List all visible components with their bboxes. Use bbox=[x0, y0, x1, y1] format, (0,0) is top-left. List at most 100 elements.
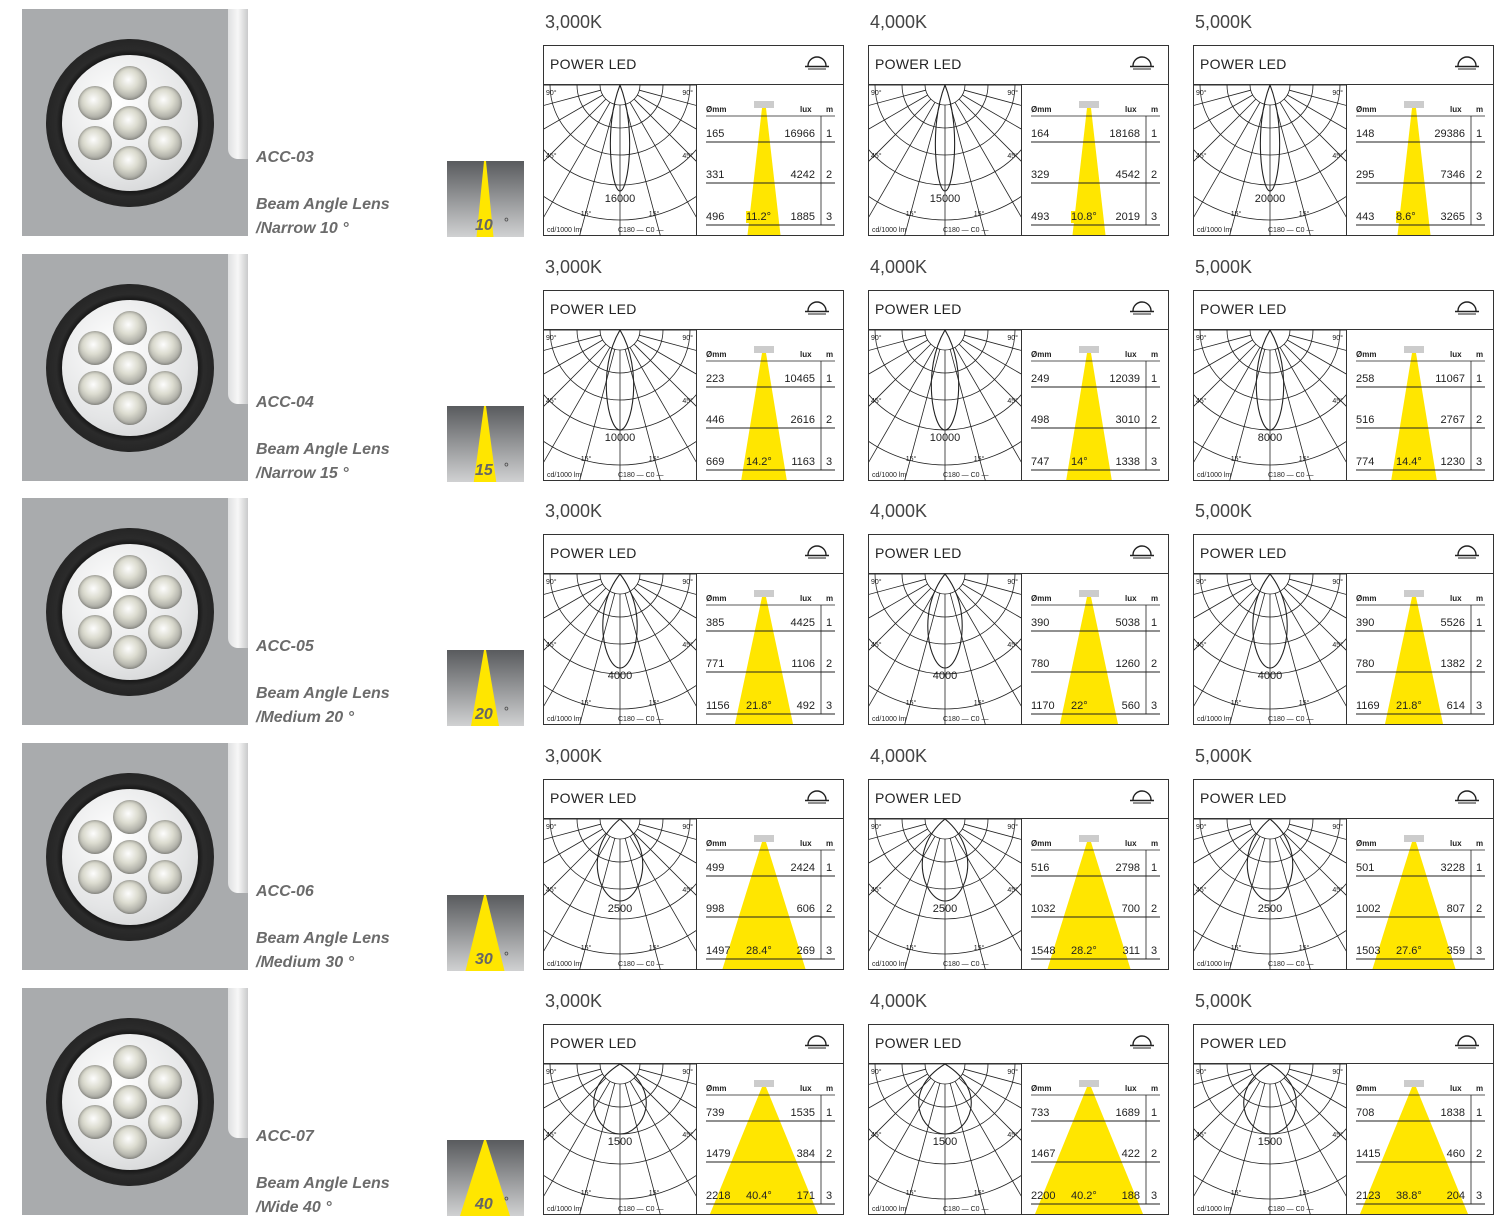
cone-graphic bbox=[1031, 835, 1160, 969]
card-title: POWER LED bbox=[550, 301, 637, 317]
polar-spoke bbox=[869, 1077, 932, 1141]
angle-label-45-left: 45° bbox=[1196, 641, 1207, 649]
angle-label-15-right: 15° bbox=[1299, 699, 1310, 707]
polar-ring bbox=[599, 330, 641, 351]
polar-spoke bbox=[1194, 347, 1261, 463]
lens-line-1: Beam Angle Lens bbox=[256, 685, 390, 702]
polar-spoke bbox=[1279, 347, 1346, 463]
beam-badge-cone bbox=[473, 406, 497, 482]
header-diameter: Ømm bbox=[1031, 594, 1052, 603]
angle-label-90-right: 90° bbox=[682, 578, 693, 586]
distance-value: 3 bbox=[1476, 211, 1483, 223]
lux-value: 1885 bbox=[790, 211, 815, 223]
polar-spoke bbox=[962, 94, 1021, 130]
card-divider bbox=[544, 1063, 843, 1064]
unit-label: cd/1000 lm bbox=[547, 961, 582, 968]
dome-fixture-icon bbox=[1130, 301, 1154, 315]
polar-spoke bbox=[962, 583, 1021, 619]
lux-value: 1689 bbox=[1115, 1107, 1140, 1119]
unit-label: cd/1000 lm bbox=[872, 961, 907, 968]
polar-ring bbox=[869, 149, 1021, 186]
lens-line-2: /Medium 30 ° bbox=[256, 954, 354, 971]
header-diameter: Ømm bbox=[706, 105, 727, 114]
header-diameter: Ømm bbox=[1356, 1084, 1377, 1093]
beam-degree-symbol: ° bbox=[504, 215, 509, 229]
polar-spoke bbox=[544, 343, 607, 407]
polar-spoke bbox=[869, 1073, 928, 1109]
polar-spoke bbox=[958, 1077, 1021, 1141]
polar-ring bbox=[1194, 638, 1346, 675]
c-plane-legend: C180 — C0 — bbox=[1268, 1206, 1314, 1213]
light-cone bbox=[1360, 1087, 1468, 1214]
polar-diagram: 90° 90° 45° 45° 15° 15° 8000 cd/1000 lm C180 — C… bbox=[1194, 330, 1347, 481]
unit-label: cd/1000 lm bbox=[1197, 961, 1232, 968]
polar-grid: 90° 90° 45° 45° 15° 15° bbox=[544, 85, 697, 236]
led-lens bbox=[113, 391, 147, 425]
card-title: POWER LED bbox=[550, 790, 637, 806]
lux-value: 18168 bbox=[1109, 128, 1140, 140]
angle-label-15-left: 15° bbox=[581, 699, 592, 707]
illuminance-table: Ømm lux m 164 18168 1 329 4542 2 493 2019 3 10.8° bbox=[1022, 85, 1168, 236]
polar-ring bbox=[1194, 85, 1347, 236]
polar-ring bbox=[544, 85, 697, 236]
beam-badge-cone bbox=[465, 895, 505, 971]
mounting-arm bbox=[228, 498, 248, 648]
color-temperature-label: 4,000K bbox=[870, 257, 928, 277]
card-divider bbox=[1194, 84, 1493, 85]
header-diameter: Ømm bbox=[1031, 105, 1052, 114]
polar-spoke bbox=[1194, 832, 1257, 896]
polar-spoke bbox=[1279, 102, 1346, 218]
card-title: POWER LED bbox=[875, 545, 962, 561]
polar-diagram: 90° 90° 45° 45° 15° 15° 4000 cd/1000 lm C180 — C… bbox=[544, 574, 697, 725]
polar-ring bbox=[924, 85, 966, 106]
lux-value: 700 bbox=[1121, 903, 1140, 915]
diameter-value: 249 bbox=[1031, 373, 1050, 385]
angle-label-15-right: 15° bbox=[649, 699, 660, 707]
angle-label-15-left: 15° bbox=[1231, 455, 1242, 463]
distance-value: 1 bbox=[1476, 617, 1483, 629]
distance-value: 3 bbox=[1151, 211, 1158, 223]
beam-angle-number: 10 bbox=[475, 217, 493, 234]
led-lens bbox=[78, 126, 113, 160]
led-lens bbox=[78, 615, 113, 649]
header-meters: m bbox=[1151, 1084, 1159, 1093]
photometric-card: POWER LED 90° 90° 45° 45° 15° 15° 20000 cd/1000 … bbox=[1193, 45, 1494, 236]
header-meters: m bbox=[826, 594, 834, 603]
unit-label: cd/1000 lm bbox=[547, 227, 582, 234]
header-lux: lux bbox=[1125, 839, 1137, 848]
led-lens bbox=[147, 860, 182, 894]
header-lux: lux bbox=[1125, 105, 1137, 114]
polar-spoke bbox=[964, 334, 1021, 351]
polar-spoke bbox=[544, 94, 603, 130]
polar-ring bbox=[924, 574, 966, 595]
model-number: ACC-03 bbox=[256, 149, 314, 166]
polar-spoke bbox=[633, 832, 696, 896]
lux-value: 10465 bbox=[784, 373, 815, 385]
card-divider bbox=[869, 573, 1168, 574]
header-meters: m bbox=[826, 1084, 834, 1093]
distance-value: 1 bbox=[826, 373, 833, 385]
diameter-value: 1002 bbox=[1356, 903, 1381, 915]
c-plane-legend: C180 — C0 — bbox=[943, 472, 989, 479]
cone-graphic bbox=[706, 835, 835, 969]
polar-spoke bbox=[1274, 104, 1311, 236]
product-row-acc-06: ACC-06 Beam Angle Lens/Medium 30 ° 30 ° 3,00… bbox=[0, 734, 1504, 979]
led-lens bbox=[78, 86, 113, 120]
fixture-marker bbox=[1404, 1080, 1424, 1087]
c-plane-legend: C180 — C0 — bbox=[618, 1206, 664, 1213]
intensity-curve bbox=[1243, 1064, 1297, 1135]
polar-spoke bbox=[1194, 1068, 1251, 1085]
polar-grid: 90° 90° 45° 45° 15° 15° bbox=[1194, 330, 1346, 481]
polar-spoke bbox=[1283, 832, 1346, 896]
color-temperature-label: 3,000K bbox=[545, 501, 603, 521]
fixture-photo bbox=[22, 743, 248, 970]
angle-label-15-left: 15° bbox=[1231, 944, 1242, 952]
header-meters: m bbox=[1476, 350, 1484, 359]
fixture-marker bbox=[754, 1080, 774, 1087]
diameter-value: 1479 bbox=[706, 1148, 731, 1160]
header-lux: lux bbox=[800, 105, 812, 114]
polar-spoke bbox=[1287, 583, 1346, 619]
angle-label-90-right: 90° bbox=[1007, 823, 1018, 831]
lux-value: 311 bbox=[1122, 945, 1140, 957]
polar-spoke bbox=[954, 347, 1021, 463]
